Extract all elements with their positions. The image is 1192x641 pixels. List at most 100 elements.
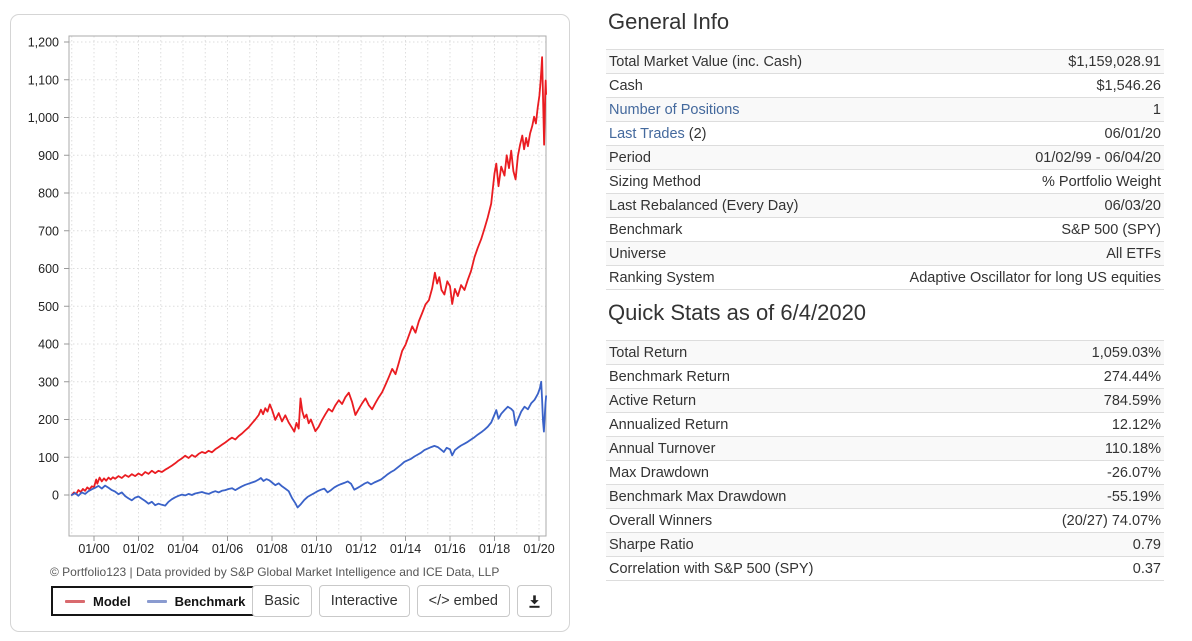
table-row: Universe All ETFs	[606, 241, 1164, 266]
quick-stats-title: Quick Stats as of 6/4/2020	[608, 300, 867, 325]
row-label: Benchmark	[606, 217, 885, 242]
data-attribution: © Portfolio123 | Data provided by S&P Gl…	[50, 565, 500, 579]
table-row: Correlation with S&P 500 (SPY) 0.37	[606, 556, 1164, 581]
svg-text:01/02: 01/02	[123, 542, 154, 556]
table-row: Annualized Return 12.12%	[606, 412, 1164, 437]
table-row: Benchmark S&P 500 (SPY)	[606, 217, 1164, 242]
row-label: Correlation with S&P 500 (SPY)	[606, 556, 885, 581]
row-value-link[interactable]: Adaptive Oscillator for long US equities	[885, 265, 1164, 290]
row-label: Universe	[606, 241, 885, 266]
table-row: Overall Winners (20/27) 74.07%	[606, 508, 1164, 533]
row-value: % Portfolio Weight	[885, 169, 1164, 194]
quick-stats-table: Total Return 1,059.03% Benchmark Return …	[606, 340, 1164, 581]
table-row: Last Rebalanced (Every Day) 06/03/20	[606, 193, 1164, 218]
table-row: Sizing Method % Portfolio Weight	[606, 169, 1164, 194]
row-label: Sharpe Ratio	[606, 532, 885, 557]
svg-text:01/12: 01/12	[345, 542, 376, 556]
model-line	[70, 56, 547, 496]
svg-text:01/00: 01/00	[78, 542, 109, 556]
general-info-table: Total Market Value (inc. Cash) $1,159,02…	[606, 49, 1164, 290]
info-panel: General Info Total Market Value (inc. Ca…	[606, 8, 1164, 581]
table-row: Total Market Value (inc. Cash) $1,159,02…	[606, 49, 1164, 74]
svg-text:01/14: 01/14	[390, 542, 421, 556]
legend-item-model: Model	[65, 594, 131, 609]
svg-text:1,000: 1,000	[28, 111, 59, 125]
row-label: Overall Winners	[606, 508, 885, 533]
table-row: Annual Turnover 110.18%	[606, 436, 1164, 461]
svg-text:200: 200	[38, 413, 59, 427]
svg-text:900: 900	[38, 149, 59, 163]
row-value-link[interactable]: 06/01/20	[885, 121, 1164, 146]
row-value: 784.59%	[885, 388, 1164, 413]
table-row: Sharpe Ratio 0.79	[606, 532, 1164, 557]
svg-text:01/06: 01/06	[212, 542, 243, 556]
svg-text:01/20: 01/20	[523, 542, 554, 556]
embed-button[interactable]: </> embed	[416, 585, 510, 617]
row-value: $1,546.26	[885, 73, 1164, 98]
svg-text:500: 500	[38, 300, 59, 314]
table-row: Total Return 1,059.03%	[606, 340, 1164, 365]
svg-text:600: 600	[38, 262, 59, 276]
svg-text:01/08: 01/08	[256, 542, 287, 556]
row-label-link[interactable]: Last Trades	[609, 125, 685, 142]
row-label: Number of Positions	[606, 97, 885, 122]
legend-label-benchmark: Benchmark	[174, 593, 246, 609]
svg-text:01/04: 01/04	[167, 542, 198, 556]
svg-text:800: 800	[38, 187, 59, 201]
performance-chart: 0 100 200 300 400 500 600 700 800 900 1,000 1,100 1,…	[28, 35, 555, 556]
row-label: Sizing Method	[606, 169, 885, 194]
svg-text:300: 300	[38, 375, 59, 389]
row-value: (20/27) 74.07%	[885, 508, 1164, 533]
table-row: Cash $1,546.26	[606, 73, 1164, 98]
row-value: 0.37	[885, 556, 1164, 581]
interactive-button[interactable]: Interactive	[318, 585, 410, 617]
row-label: Ranking System	[606, 265, 885, 290]
table-row: Benchmark Return 274.44%	[606, 364, 1164, 389]
row-label: Period	[606, 145, 885, 170]
table-row: Max Drawdown -26.07%	[606, 460, 1164, 485]
row-value: 1,059.03%	[885, 340, 1164, 365]
row-label: Last Rebalanced (Every Day)	[606, 193, 885, 218]
row-label: Benchmark Max Drawdown	[606, 484, 885, 509]
table-row: Last Trades (2) 06/01/20	[606, 121, 1164, 146]
row-label: Last Trades (2)	[606, 121, 885, 146]
row-value: 06/03/20	[885, 193, 1164, 218]
row-label: Annualized Return	[606, 412, 885, 437]
table-row: Benchmark Max Drawdown -55.19%	[606, 484, 1164, 509]
svg-text:1,200: 1,200	[28, 36, 59, 50]
row-label: Cash	[606, 73, 885, 98]
table-row: Period 01/02/99 - 06/04/20	[606, 145, 1164, 170]
basic-button[interactable]: Basic	[252, 585, 312, 617]
table-row: Active Return 784.59%	[606, 388, 1164, 413]
row-label-link[interactable]: Number of Positions	[609, 101, 740, 118]
model-line-swatch	[65, 599, 85, 603]
svg-text:1,100: 1,100	[28, 73, 59, 87]
download-icon	[529, 594, 540, 608]
row-label: Benchmark Return	[606, 364, 885, 389]
svg-text:0: 0	[52, 489, 59, 503]
table-row: Number of Positions 1	[606, 97, 1164, 122]
row-label: Total Market Value (inc. Cash)	[606, 49, 885, 74]
row-value: $1,159,028.91	[885, 49, 1164, 74]
row-value: 0.79	[885, 532, 1164, 557]
chart-legend: Model Benchmark	[51, 586, 260, 616]
row-value: 01/02/99 - 06/04/20	[885, 145, 1164, 170]
legend-label-model: Model	[93, 593, 131, 609]
row-value: 274.44%	[885, 364, 1164, 389]
row-label: Annual Turnover	[606, 436, 885, 461]
svg-text:700: 700	[38, 224, 59, 238]
svg-text:400: 400	[38, 338, 59, 352]
benchmark-line	[70, 380, 547, 509]
row-value-link[interactable]: 1	[885, 97, 1164, 122]
svg-text:100: 100	[38, 451, 59, 465]
svg-text:01/10: 01/10	[301, 542, 332, 556]
row-label: Total Return	[606, 340, 885, 365]
row-value: S&P 500 (SPY)	[885, 217, 1164, 242]
row-value: 12.12%	[885, 412, 1164, 437]
download-button[interactable]	[517, 585, 552, 617]
row-label: Max Drawdown	[606, 460, 885, 485]
benchmark-line-swatch	[146, 599, 167, 603]
general-info-title: General Info	[608, 9, 730, 34]
svg-text:01/18: 01/18	[479, 542, 510, 556]
